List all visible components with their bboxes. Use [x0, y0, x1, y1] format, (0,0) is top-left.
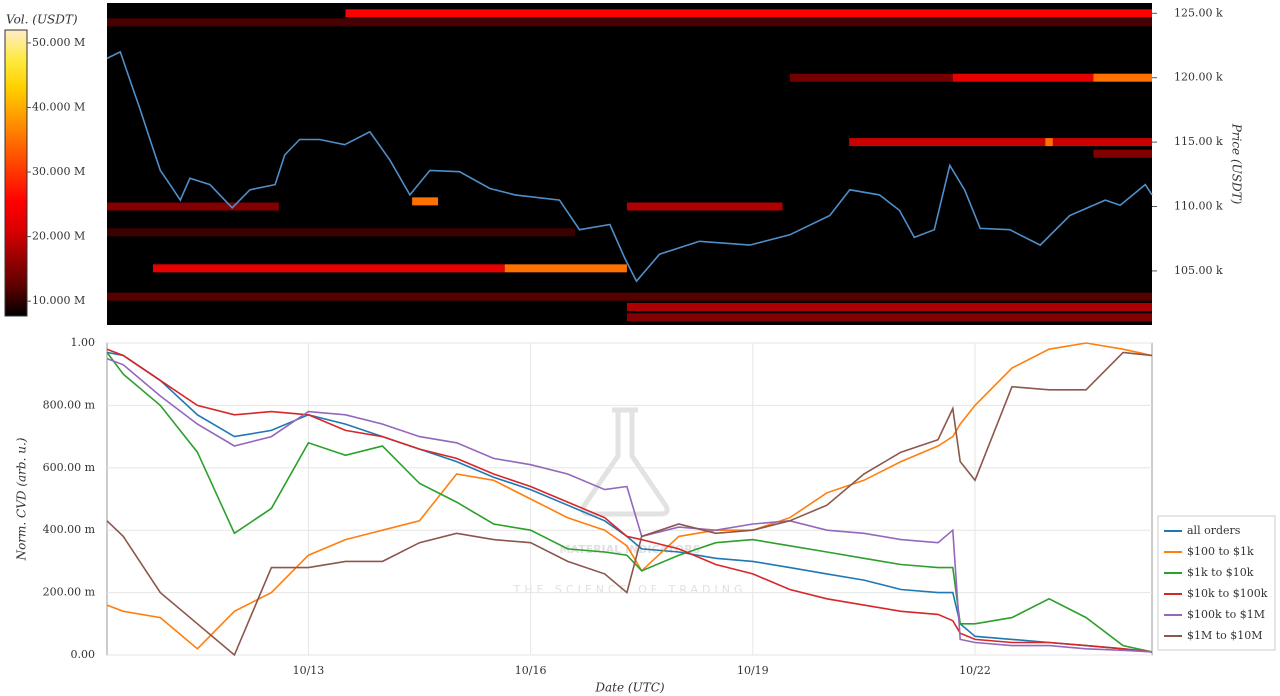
y-tick-label: 600.00 m	[43, 461, 96, 474]
colorbar-tick-label: 30.000 M	[32, 165, 85, 178]
x-tick-label: 10/16	[515, 664, 547, 677]
y-tick-label: 200.00 m	[43, 586, 96, 599]
legend-label: $1M to $10M	[1187, 629, 1263, 642]
y-tick-label: 800.00 m	[43, 398, 96, 411]
cvd-line	[106, 348, 1153, 653]
colorbar	[4, 29, 28, 317]
heat-band	[1093, 149, 1152, 158]
cvd-line	[106, 351, 1153, 653]
y-tick-label: 125.00 k	[1174, 6, 1223, 19]
x-tick-label: 10/22	[959, 664, 991, 677]
x-tick-label: 10/13	[293, 664, 325, 677]
heat-band	[1045, 138, 1053, 147]
heat-band	[152, 264, 505, 273]
heat-band	[626, 313, 1152, 322]
colorbar-tick-label: 40.000 M	[32, 100, 85, 113]
legend-label: $10k to $100k	[1187, 587, 1268, 600]
legend-box	[1157, 515, 1276, 651]
heat-band	[107, 202, 279, 211]
price-line	[106, 50, 1153, 283]
heat-band	[789, 73, 953, 82]
legend-label: all orders	[1187, 524, 1241, 537]
cvd-line	[106, 351, 1153, 653]
heat-band	[849, 138, 1152, 147]
y-tick-label: 120.00 k	[1174, 71, 1223, 84]
colorbar-tick-label: 50.000 M	[32, 36, 85, 49]
y-tick-label: 400.00 m	[43, 523, 96, 536]
heat-band	[626, 202, 783, 211]
y-tick-label: 105.00 k	[1174, 264, 1223, 277]
colorbar-label: Vol. (USDT)	[6, 13, 78, 27]
heat-band	[952, 73, 1094, 82]
colorbar-tick-label: 20.000 M	[32, 230, 85, 243]
cvd-axis-title: Norm. CVD (arb. u.)	[15, 437, 29, 561]
heat-band	[345, 9, 1152, 18]
heatmap-background	[107, 3, 1152, 325]
heat-band	[412, 197, 439, 206]
y-tick-label: 1.00	[71, 336, 96, 349]
heat-band	[107, 228, 576, 237]
legend-label: $100k to $1M	[1187, 608, 1265, 621]
heat-band	[107, 292, 1152, 301]
colorbar-tick-label: 10.000 M	[32, 294, 85, 307]
legend-label: $1k to $10k	[1187, 566, 1254, 579]
heat-band	[1093, 73, 1152, 82]
legend-label: $100 to $1k	[1187, 545, 1254, 558]
y-tick-label: 0.00	[71, 648, 96, 661]
cvd-line	[106, 351, 1153, 657]
heat-band	[504, 264, 627, 273]
x-tick-label: 10/19	[737, 664, 769, 677]
price-axis-title: Price (USDT)	[1230, 123, 1244, 205]
heat-band	[107, 18, 1152, 27]
heat-band	[626, 302, 1152, 311]
x-axis-title: Date (UTC)	[594, 681, 664, 695]
y-tick-label: 110.00 k	[1174, 200, 1223, 213]
y-tick-label: 115.00 k	[1174, 135, 1223, 148]
legend: all orders $100 to $1k $1k to $10k $10k to …	[1157, 515, 1276, 651]
cvd-plot-area	[106, 342, 1153, 656]
